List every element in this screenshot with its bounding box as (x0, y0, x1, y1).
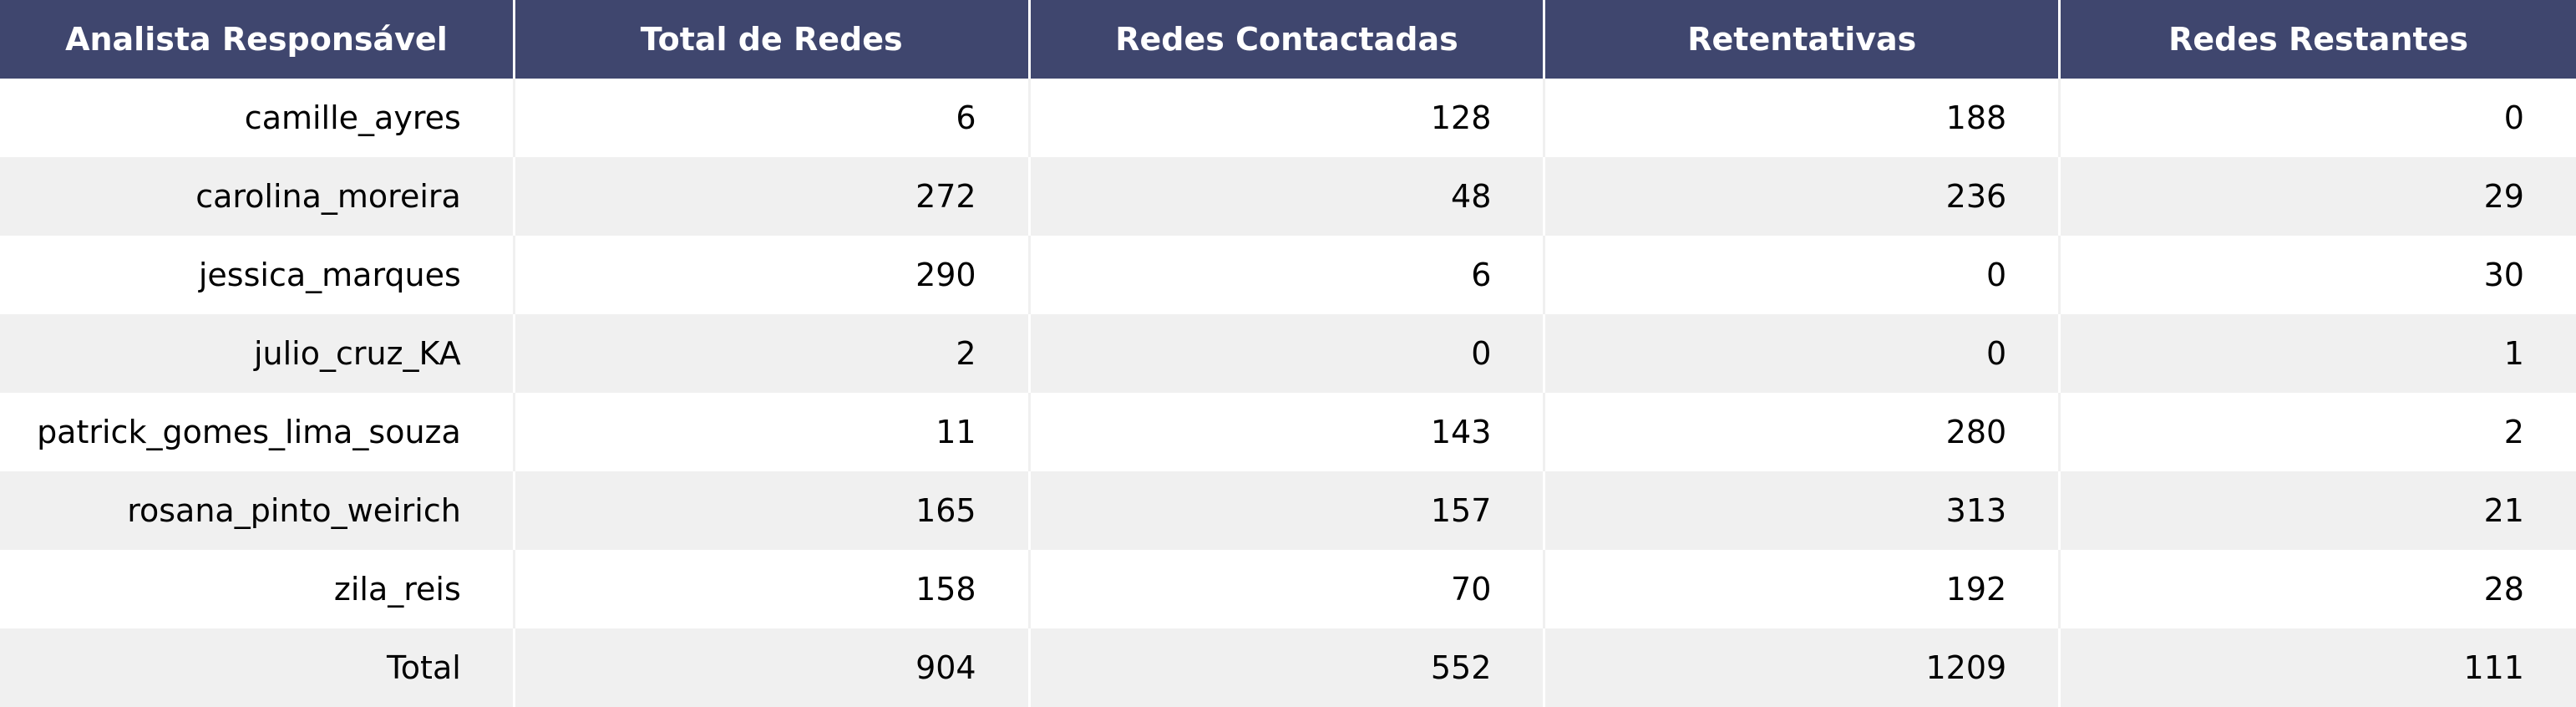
cell-redes-contactadas: 143 (1031, 393, 1546, 471)
cell-retentativas: 313 (1545, 471, 2061, 550)
cell-retentativas: 1209 (1545, 628, 2061, 707)
cell-analista: Total (0, 628, 515, 707)
cell-total-redes: 272 (515, 157, 1031, 236)
column-header-analista: Analista Responsável (0, 0, 515, 79)
table-total-row: Total 904 552 1209 111 (0, 628, 2576, 707)
cell-retentativas: 192 (1545, 550, 2061, 628)
cell-total-redes: 6 (515, 79, 1031, 157)
cell-total-redes: 165 (515, 471, 1031, 550)
table-row: rosana_pinto_weirich 165 157 313 21 (0, 471, 2576, 550)
cell-redes-restantes: 0 (2503, 99, 2524, 136)
table-row: jessica_marques 290 6 0 30 (0, 236, 2576, 314)
cell-redes-restantes: 2 (2503, 414, 2524, 450)
cell-redes-restantes: 30 (2483, 257, 2524, 293)
cell-redes-contactadas: 48 (1031, 157, 1546, 236)
cell-retentativas: 0 (1545, 314, 2061, 393)
cell-total-redes: 158 (515, 550, 1031, 628)
table-row: zila_reis 158 70 192 28 (0, 550, 2576, 628)
cell-analista: jessica_marques (0, 236, 515, 314)
cell-total-redes: 290 (515, 236, 1031, 314)
table-row: camille_ayres 6 128 188 0 (0, 79, 2576, 157)
cell-total-redes: 904 (515, 628, 1031, 707)
cell-redes-restantes: 21 (2483, 492, 2524, 529)
cell-total-redes: 11 (515, 393, 1031, 471)
cell-redes-restantes: 29 (2483, 178, 2524, 215)
cell-redes-restantes: 111 (2463, 649, 2524, 686)
cell-retentativas: 236 (1545, 157, 2061, 236)
column-header-retentativas: Retentativas (1545, 0, 2061, 79)
cell-analista: rosana_pinto_weirich (0, 471, 515, 550)
table-row: carolina_moreira 272 48 236 29 (0, 157, 2576, 236)
cell-redes-contactadas: 128 (1031, 79, 1546, 157)
column-header-redes-contactadas: Redes Contactadas (1031, 0, 1546, 79)
column-header-redes-restantes: Redes Restantes (2168, 21, 2469, 58)
cell-redes-restantes: 1 (2503, 335, 2524, 372)
cell-retentativas: 0 (1545, 236, 2061, 314)
cell-redes-contactadas: 0 (1031, 314, 1546, 393)
cell-redes-contactadas: 157 (1031, 471, 1546, 550)
column-header-total-redes: Total de Redes (515, 0, 1031, 79)
table-header-row: Analista Responsável Total de Redes Rede… (0, 0, 2576, 79)
cell-analista: patrick_gomes_lima_souza (0, 393, 515, 471)
cell-retentativas: 188 (1545, 79, 2061, 157)
cell-redes-contactadas: 6 (1031, 236, 1546, 314)
table-row: julio_cruz_KA 2 0 0 1 (0, 314, 2576, 393)
cell-analista: julio_cruz_KA (0, 314, 515, 393)
cell-retentativas: 280 (1545, 393, 2061, 471)
cell-redes-contactadas: 552 (1031, 628, 1546, 707)
table-row: patrick_gomes_lima_souza 11 143 280 2 (0, 393, 2576, 471)
cell-analista: zila_reis (0, 550, 515, 628)
cell-analista: carolina_moreira (0, 157, 515, 236)
cell-analista: camille_ayres (0, 79, 515, 157)
cell-redes-contactadas: 70 (1031, 550, 1546, 628)
cell-redes-restantes: 28 (2483, 571, 2524, 608)
table-body: camille_ayres 6 128 188 0 carolina_moreira 272… (0, 79, 2576, 707)
cell-total-redes: 2 (515, 314, 1031, 393)
